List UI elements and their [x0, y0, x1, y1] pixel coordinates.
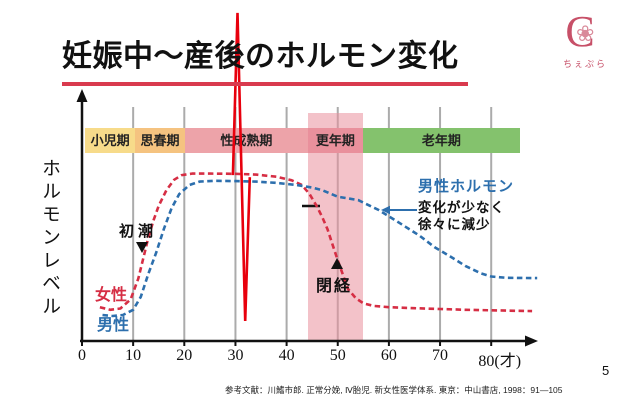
x-tick-label-60: 60 [380, 347, 397, 364]
x-tick-label-50: 50 [329, 347, 346, 364]
logo-name: ちぇぷら [562, 59, 607, 69]
x-tick-label-20: 20 [176, 347, 193, 364]
stage-性成熟期: 性成熟期 [184, 128, 309, 153]
y-axis-arrow-icon [76, 89, 88, 102]
stage-老年期: 老年期 [362, 128, 520, 153]
x-tick-label-0: 0 [78, 347, 86, 364]
male-hormone-annotation-title: 男性ホルモン [418, 178, 515, 195]
menarche-triangle-icon [136, 242, 148, 253]
x-tick-label-70: 70 [432, 347, 449, 364]
x-tick-label-10: 10 [125, 347, 142, 364]
y-axis-label: ホルモンレベル [39, 158, 60, 319]
x-tick-marks [81, 341, 493, 346]
stage-小児期: 小児期 [85, 128, 136, 153]
menarche-annotation: 初潮 [119, 223, 158, 240]
female-series-label: 女性 [95, 287, 128, 304]
menopause-annotation: 閉経 [316, 278, 353, 295]
page-number: 5 [602, 363, 610, 378]
male-hormone-annotation-line2: 徐々に減少 [418, 217, 491, 232]
logo: C ❀ ちぇぷら [546, 10, 614, 70]
menopause-triangle-icon [331, 258, 343, 269]
logo-flower-icon: ❀ [576, 22, 595, 47]
male-series-label: 男性 [97, 317, 130, 334]
stage-思春期: 思春期 [135, 128, 185, 153]
citation: 参考文献：川鰭市郎. 正常分娩, Ⅳ胎児. 新女性医学体系. 東京：中山書店, … [225, 385, 563, 395]
page-title: 妊娠中～産後のホルモン変化 [62, 40, 459, 73]
menopause-highlight-band [308, 113, 363, 341]
title-underline [62, 82, 468, 86]
male-hormone-leader-arrow [381, 205, 417, 215]
x-tick-label-80: 80(才) [478, 353, 522, 370]
logo-c-mark: C ❀ [565, 7, 595, 56]
x-axis-arrow-icon [525, 335, 538, 347]
x-tick-label-40: 40 [278, 347, 295, 364]
x-tick-label-30: 30 [227, 347, 244, 364]
